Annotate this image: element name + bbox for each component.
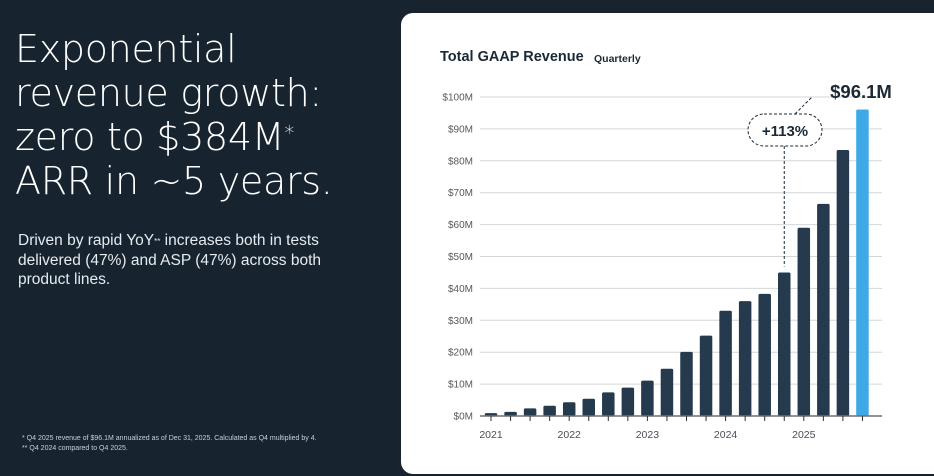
y-tick-label: $60M bbox=[448, 220, 473, 231]
bar bbox=[738, 301, 752, 416]
y-tick-label: $50M bbox=[448, 252, 473, 263]
x-tick-label: 2023 bbox=[636, 429, 660, 441]
headline-line-1: Exponential bbox=[15, 27, 237, 71]
x-tick-label: 2024 bbox=[714, 429, 738, 441]
y-tick-label: $40M bbox=[448, 284, 473, 295]
bar bbox=[778, 272, 791, 416]
bar bbox=[680, 351, 693, 416]
bar bbox=[797, 227, 811, 416]
y-tick-label: $90M bbox=[448, 124, 473, 135]
y-tick-label: $20M bbox=[448, 348, 473, 359]
headline-line-2: revenue growth: bbox=[15, 71, 322, 115]
supporting-text-start: Driven by rapid YoY bbox=[18, 232, 155, 249]
growth-label: +113% bbox=[762, 123, 808, 140]
x-tick-label: 2021 bbox=[479, 429, 503, 441]
bar bbox=[699, 335, 713, 416]
bar bbox=[758, 293, 771, 416]
value-label-latest: $96.1M bbox=[830, 81, 892, 102]
bar bbox=[523, 408, 537, 416]
x-tick-label: 2022 bbox=[558, 429, 582, 441]
x-tick-label: 2025 bbox=[792, 429, 816, 441]
growth-bubble bbox=[747, 113, 823, 147]
footnotes: * Q4 2025 revenue of $96.1M annualized a… bbox=[22, 434, 392, 454]
headline-line-4: ARR in ~5 years. bbox=[15, 159, 333, 203]
left-panel: Exponential revenue growth: zero to $384… bbox=[0, 0, 400, 476]
y-tick-label: $0M bbox=[454, 412, 473, 423]
footnote-1: * Q4 2025 revenue of $96.1M annualized a… bbox=[22, 435, 317, 442]
bar bbox=[504, 411, 517, 416]
chart-subtitle: Quarterly bbox=[594, 53, 641, 65]
bar bbox=[562, 402, 576, 416]
growth-pointer-line bbox=[794, 96, 813, 115]
bar bbox=[836, 149, 850, 417]
bar-highlighted bbox=[856, 109, 869, 416]
y-tick-label: $100M bbox=[442, 93, 473, 104]
headline-line-3-text: zero to $384M bbox=[15, 115, 285, 159]
bar bbox=[621, 387, 635, 416]
supporting-text-end: increases both in tests delivered (47%) … bbox=[18, 232, 321, 288]
headline-footnote-mark: * bbox=[284, 121, 294, 145]
footnote-2: ** Q4 2024 compared to Q4 2025. bbox=[22, 445, 128, 452]
headline-line-3: zero to $384M* bbox=[15, 115, 395, 159]
y-tick-label: $10M bbox=[448, 380, 473, 391]
headline: Exponential revenue growth: zero to $384… bbox=[15, 27, 395, 203]
bar bbox=[641, 380, 654, 416]
bar bbox=[543, 405, 556, 416]
supporting-text: Driven by rapid YoY** increases both in … bbox=[18, 231, 348, 290]
y-tick-label: $70M bbox=[448, 188, 473, 199]
y-tick-label: $80M bbox=[448, 156, 473, 167]
bar bbox=[660, 368, 674, 416]
bar bbox=[602, 392, 615, 416]
supporting-footnote-mark: ** bbox=[154, 237, 161, 246]
y-tick-label: $30M bbox=[448, 316, 473, 327]
bar bbox=[582, 398, 595, 416]
bar bbox=[719, 310, 732, 416]
bar bbox=[817, 203, 830, 416]
chart-title: Total GAAP Revenue bbox=[440, 49, 584, 65]
